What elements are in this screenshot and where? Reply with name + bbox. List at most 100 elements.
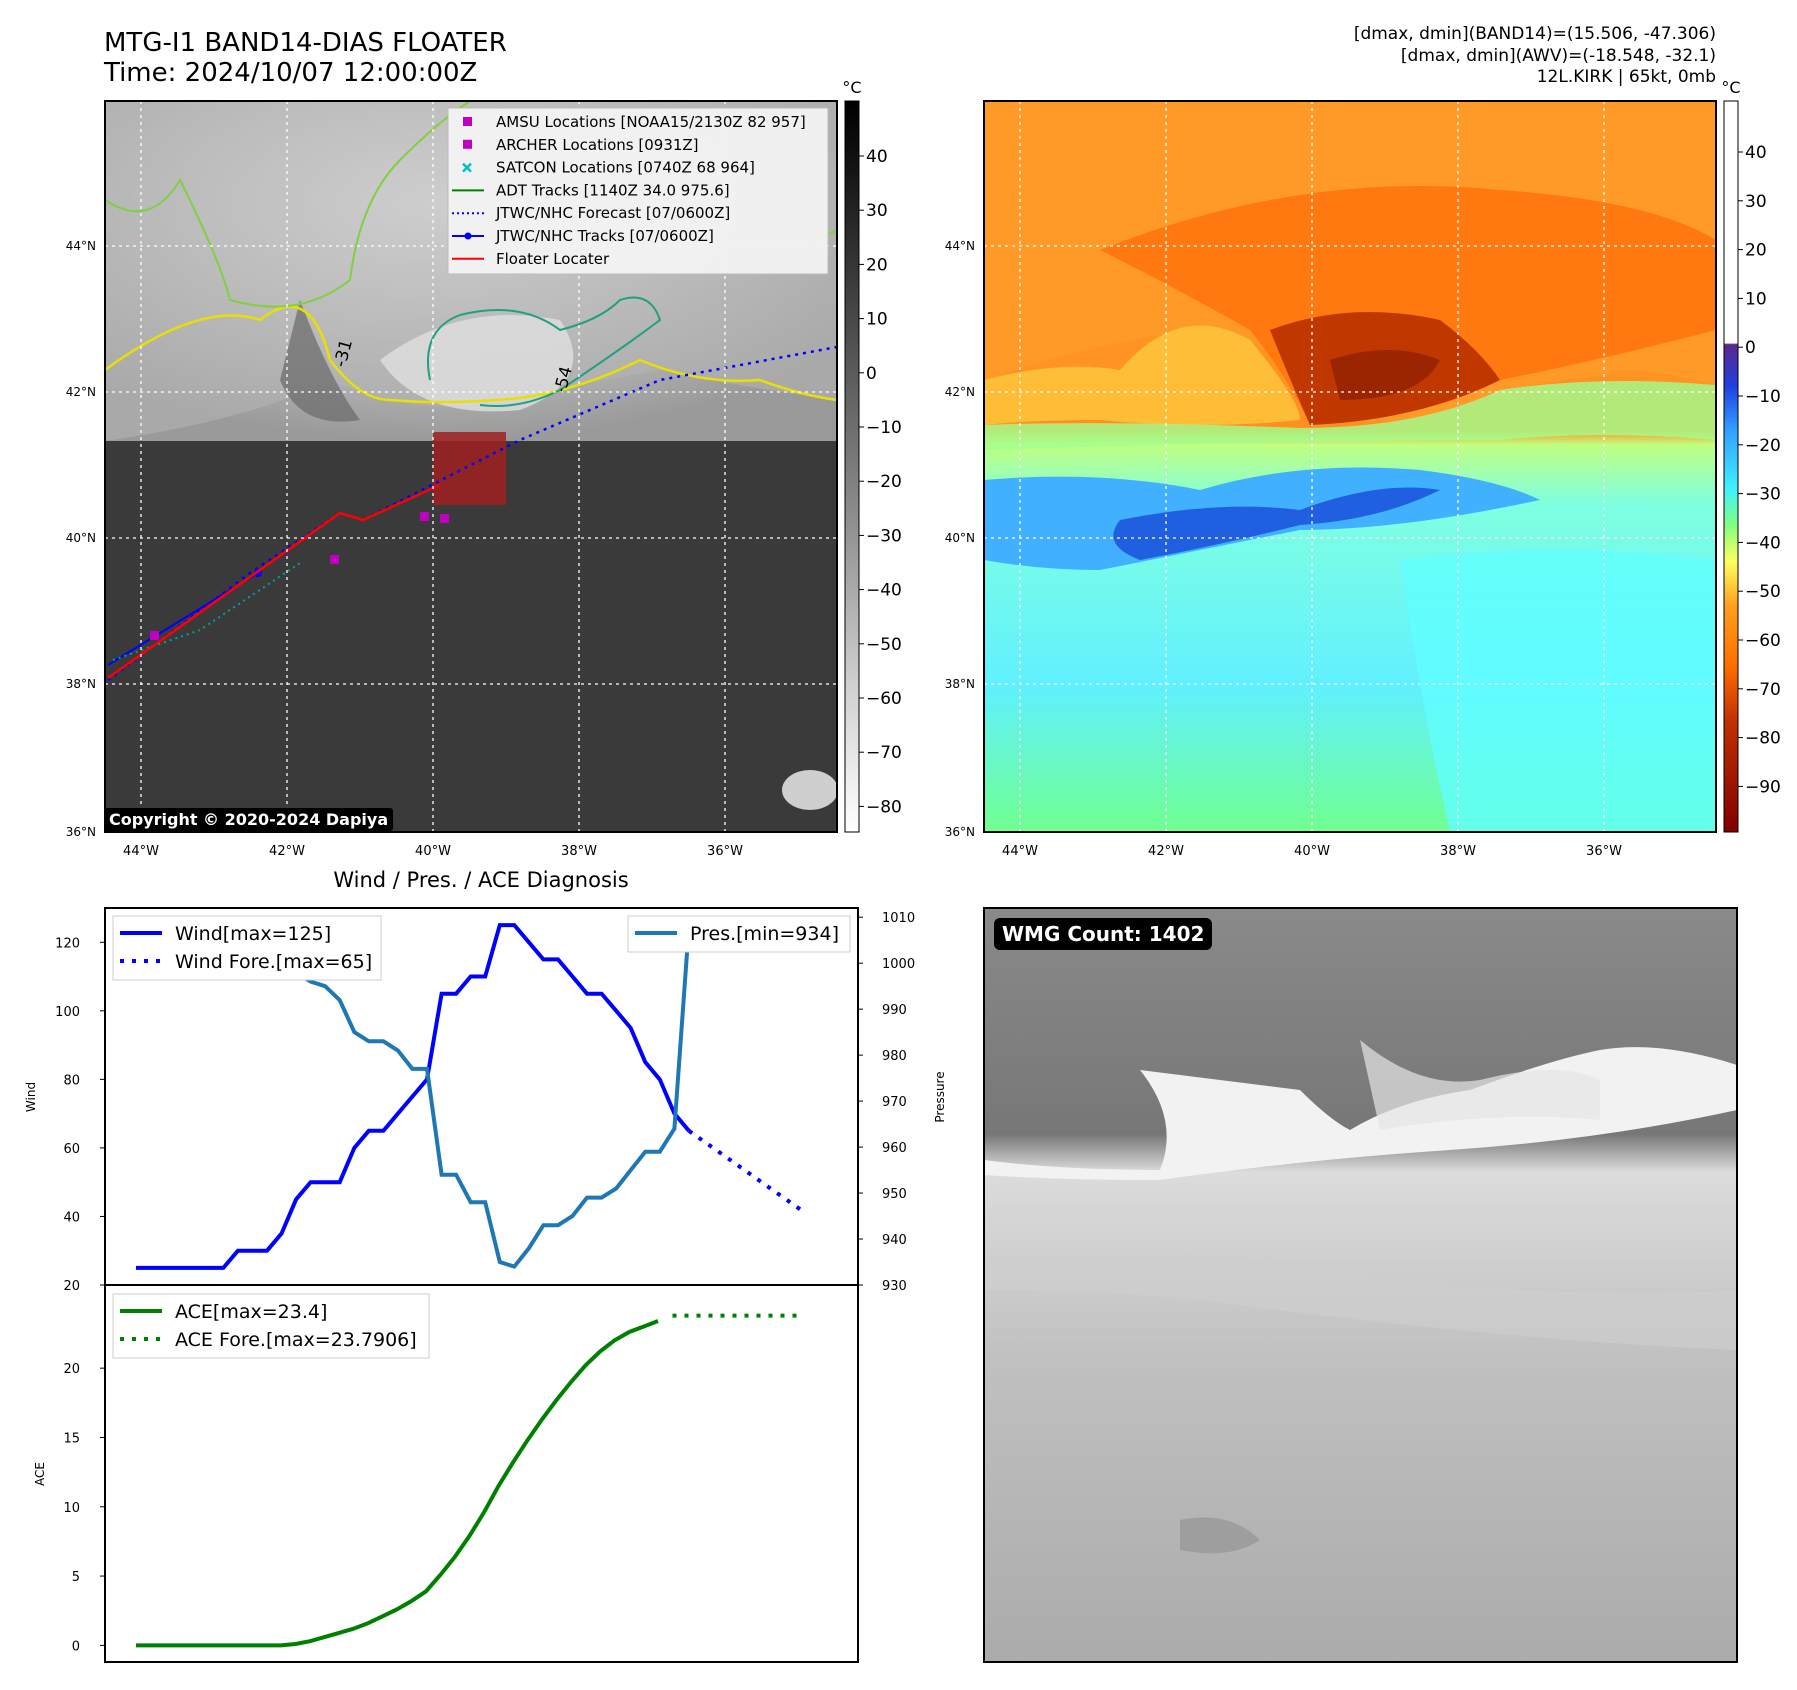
pressure-axis-label: Pressure (933, 1071, 947, 1122)
colorbar-awv-tick: 30 (1745, 192, 1767, 212)
colorbar-awv-tick: −70 (1745, 680, 1781, 700)
legend-label: JTWC/NHC Forecast [07/0600Z] (495, 204, 730, 222)
legend-entry: JTWC/NHC Tracks [07/0600Z] (452, 227, 714, 245)
legend-entry: SATCON Locations [0740Z 68 964] (462, 159, 755, 177)
ace-tick: 20 (63, 1362, 80, 1377)
ace-tick: 10 (63, 1501, 80, 1516)
map1-lat-label: 38°N (66, 677, 96, 691)
legend-label: Floater Locater (496, 250, 610, 268)
colorbar-band14-tick: −60 (866, 689, 902, 709)
wind-fore-legend-label: Wind Fore.[max=65] (175, 951, 372, 973)
figure-time: Time: 2024/10/07 12:00:00Z (103, 58, 477, 88)
wind-tick: 60 (63, 1142, 80, 1157)
diagnosis-title: Wind / Pres. / ACE Diagnosis (333, 868, 628, 892)
pressure-tick: 940 (882, 1233, 907, 1248)
colorbar-band14: °C 40 30 20 10 0 −10 −20 −30 −40 −50 −60 −70 −80 (842, 78, 902, 833)
colorbar-band14-tick: 40 (866, 147, 888, 167)
colorbar-awv-tick: −30 (1745, 485, 1781, 505)
pressure-tick: 950 (882, 1187, 907, 1202)
map2-lat-label: 44°N (945, 239, 975, 253)
map1-lon-label: 36°W (707, 844, 743, 859)
colorbar-band14-tick: 10 (866, 310, 888, 330)
colorbar-awv-tick: −50 (1745, 582, 1781, 602)
awv-map-panel (984, 101, 1716, 832)
wind-tick: 20 (63, 1279, 80, 1294)
colorbar-awv-tick: 10 (1745, 289, 1767, 309)
wind-tick: 80 (63, 1073, 80, 1088)
colorbar-awv: °C 40 30 20 10 0 −10 −20 −30 −40 −50 −60 −70 −80 −90 (1721, 78, 1781, 833)
map2-lon-label: 40°W (1294, 844, 1330, 859)
map1-lon-label: 38°W (561, 844, 597, 859)
map2-lat-label: 40°N (945, 531, 975, 545)
wmg-panel (983, 907, 1738, 1663)
wind-tick: 40 (63, 1210, 80, 1225)
colorbar-awv-tick: −90 (1745, 777, 1781, 797)
wind-tick: 100 (55, 1005, 80, 1020)
colorbar-band14-tick: −50 (866, 635, 902, 655)
map2-lat-label: 36°N (945, 825, 975, 839)
wind-tick: 120 (55, 936, 80, 951)
colorbar-band14-tick: 30 (866, 201, 888, 221)
map1-lon-label: 40°W (415, 844, 451, 859)
pressure-tick: 1000 (882, 957, 915, 972)
legend-label: SATCON Locations [0740Z 68 964] (496, 159, 755, 177)
pressure-tick: 960 (882, 1141, 907, 1156)
colorbar-awv-unit: °C (1721, 78, 1740, 97)
legend-entry: Floater Locater (452, 250, 610, 268)
map1-lat-label: 44°N (66, 239, 96, 253)
ace-series-line-0 (136, 1319, 659, 1648)
colorbar-band14-tick: −70 (866, 743, 902, 763)
pressure-legend-label: Pres.[min=934] (690, 923, 839, 945)
legend-entry: ARCHER Locations [0931Z] (463, 136, 699, 154)
legend-label: AMSU Locations [NOAA15/2130Z 82 957] (496, 113, 806, 131)
map2-lat-label: 38°N (945, 677, 975, 691)
ace-tick: 5 (72, 1570, 80, 1585)
colorbar-band14-tick: −30 (866, 526, 902, 546)
map2-lon-label: 44°W (1002, 844, 1038, 859)
legend-label: ADT Tracks [1140Z 34.0 975.6] (496, 181, 730, 199)
pressure-legend: Pres.[min=934] (627, 915, 851, 953)
colorbar-awv-tick: 0 (1745, 338, 1756, 358)
colorbar-band14-tick: −40 (866, 581, 902, 601)
colorbar-awv-tick: 20 (1745, 241, 1767, 261)
map2-lon-label: 36°W (1586, 844, 1622, 859)
colorbar-awv-tick: −40 (1745, 533, 1781, 553)
pressure-tick: 990 (882, 1003, 907, 1018)
colorbar-band14-unit: °C (842, 78, 861, 97)
ace-tick: 0 (72, 1639, 80, 1654)
ace-chart: 0 5 10 15 20 ACE[max=23.4] ACE Fore.[max=23.79… (33, 1284, 859, 1663)
colorbar-band14-tick: 0 (866, 364, 877, 384)
wind-pressure-chart: 120 100 80 60 40 20 1010 1000 990 980 970 960 950 940… (24, 907, 947, 1294)
map2-lat-label: 42°N (945, 385, 975, 399)
colorbar-band14-tick: −10 (866, 418, 902, 438)
map2-lon-label: 38°W (1440, 844, 1476, 859)
ace-legend-label: ACE[max=23.4] (175, 1301, 327, 1323)
ace-axis-label: ACE (33, 1462, 47, 1486)
map1-lon-label: 44°W (123, 844, 159, 859)
legend-entry: AMSU Locations [NOAA15/2130Z 82 957] (463, 113, 806, 131)
ace-fore-legend-label: ACE Fore.[max=23.7906] (175, 1329, 417, 1351)
wind-legend-label: Wind[max=125] (175, 923, 331, 945)
wmg-count-label: WMG Count: 1402 (994, 918, 1213, 950)
colorbar-awv-tick: −10 (1745, 387, 1781, 407)
pressure-tick: 970 (882, 1095, 907, 1110)
info-storm: 12L.KIRK | 65kt, 0mb (1537, 67, 1716, 87)
colorbar-awv-tick: −20 (1745, 436, 1781, 456)
map1-lat-label: 42°N (66, 385, 96, 399)
legend-label: JTWC/NHC Tracks [07/0600Z] (495, 227, 714, 245)
colorbar-awv-tick: −60 (1745, 631, 1781, 651)
map1-lon-label: 42°W (269, 844, 305, 859)
info-band14-range: [dmax, dmin](BAND14)=(15.506, -47.306) (1354, 24, 1716, 44)
map-legend: AMSU Locations [NOAA15/2130Z 82 957] ARCH… (447, 107, 829, 275)
colorbar-awv-tick: −80 (1745, 729, 1781, 749)
series-line-0 (136, 923, 691, 1270)
wind-axis-label: Wind (24, 1082, 38, 1112)
map2-lon-label: 42°W (1148, 844, 1184, 859)
legend-entry: JTWC/NHC Forecast [07/0600Z] (452, 204, 730, 222)
floater-box (433, 432, 506, 505)
pressure-tick: 980 (882, 1049, 907, 1064)
pressure-tick: 930 (882, 1279, 907, 1294)
copyright-label: Copyright © 2020-2024 Dapiya (104, 808, 394, 831)
pressure-tick: 1010 (882, 911, 915, 926)
